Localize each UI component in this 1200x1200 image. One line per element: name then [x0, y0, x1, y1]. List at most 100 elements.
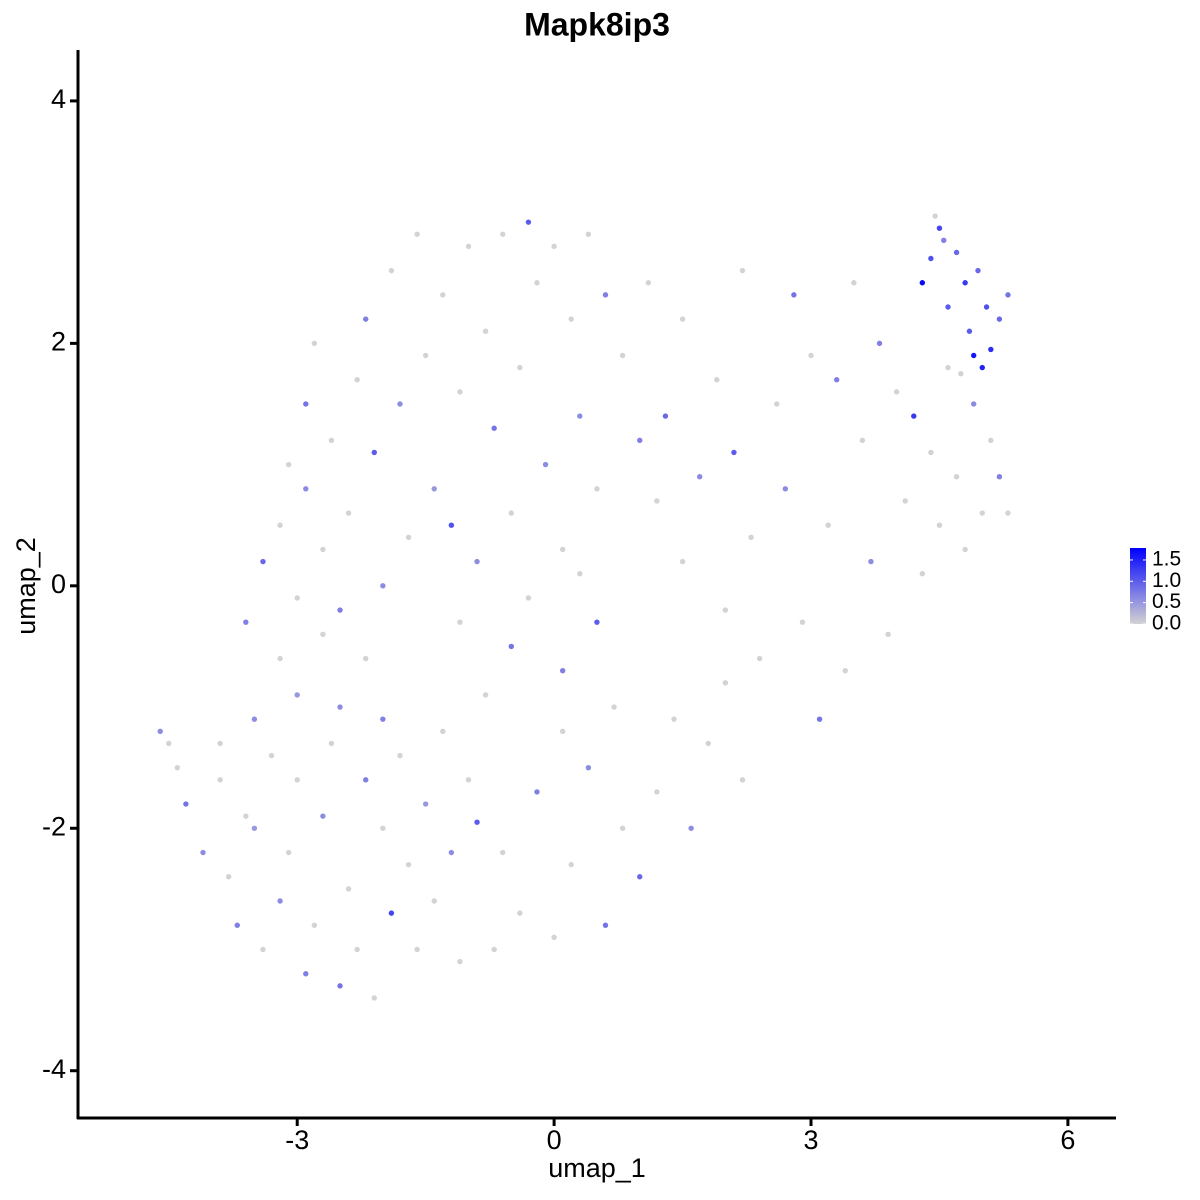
cell-point [500, 231, 506, 237]
colorbar-tick-label: 1.0 [1152, 569, 1181, 592]
cell-point [928, 449, 934, 456]
cell-point [619, 352, 626, 359]
cell-point [397, 752, 403, 759]
cell-point [551, 934, 557, 941]
cell-point [440, 728, 446, 734]
cell-point [851, 280, 857, 286]
cell-point [234, 922, 240, 928]
cell-point [371, 449, 377, 456]
cell-point [363, 655, 369, 662]
cell-point [568, 861, 574, 868]
cell-point [311, 340, 318, 347]
cell-point [988, 437, 994, 444]
cell-point [996, 474, 1003, 480]
cell-point [508, 643, 514, 650]
cell-point [465, 243, 472, 250]
cell-point [303, 401, 309, 407]
y-tick-label: -4 [42, 1054, 66, 1084]
cell-point [414, 946, 420, 953]
cell-point [345, 886, 352, 892]
cell-point [491, 425, 497, 431]
cell-point [157, 728, 163, 734]
cell-point [594, 619, 600, 625]
cell-point [457, 619, 463, 625]
cell-point [217, 740, 223, 747]
cell-point [577, 570, 583, 577]
cell-point [328, 740, 335, 747]
cell-point [919, 570, 926, 577]
cell-point [422, 801, 429, 807]
cell-point [979, 510, 985, 516]
cell-point [474, 819, 480, 825]
cell-point [975, 267, 981, 274]
cell-point [637, 437, 643, 444]
cell-point [251, 825, 258, 831]
cell-point [285, 849, 292, 856]
cell-point [953, 249, 960, 256]
cell-point [551, 243, 557, 250]
cell-point [457, 958, 463, 965]
cell-point [457, 389, 463, 395]
x-tick-label: 6 [1060, 1125, 1075, 1155]
cell-point [320, 813, 326, 819]
cell-point [517, 364, 523, 371]
cell-point [945, 304, 951, 310]
cell-point [756, 655, 763, 662]
cell-point [294, 692, 300, 698]
cell-point [363, 777, 369, 783]
cell-point [714, 377, 720, 383]
cell-point [983, 304, 990, 310]
cell-point [602, 292, 609, 298]
cell-point [722, 680, 729, 686]
cell-point [611, 704, 617, 710]
cell-point [971, 401, 977, 407]
cell-point [722, 607, 729, 613]
cell-point [517, 910, 523, 916]
cell-point [585, 231, 592, 237]
cell-point [380, 825, 386, 831]
colorbar-tick-label: 0.0 [1152, 612, 1181, 635]
cell-point [679, 316, 686, 322]
cell-point [748, 534, 754, 541]
cell-point [825, 522, 831, 528]
cell-point [791, 292, 797, 298]
cell-point [285, 461, 292, 468]
cell-point [679, 558, 686, 565]
cell-point [619, 825, 626, 831]
cell-point [799, 619, 806, 625]
cell-point [645, 280, 652, 286]
y-tick-label: 0 [51, 569, 66, 599]
cell-point [958, 370, 964, 377]
cell-point [268, 752, 275, 759]
cell-point [500, 849, 506, 856]
cell-point [962, 280, 968, 286]
cell-point [919, 280, 926, 286]
cell-point [928, 255, 934, 262]
cell-point [431, 486, 437, 492]
cell-point [482, 328, 489, 334]
cell-point [525, 219, 532, 225]
cell-point [448, 522, 455, 528]
cell-point [405, 861, 412, 868]
cell-point [671, 716, 677, 722]
cell-point [448, 849, 455, 856]
cell-point [363, 316, 369, 322]
cell-point [971, 352, 977, 359]
cell-point [534, 789, 540, 795]
cell-point [979, 364, 985, 371]
cell-point [962, 546, 968, 553]
cell-point [902, 498, 908, 504]
cell-point [474, 558, 480, 565]
cell-point [739, 777, 746, 783]
x-axis-label: umap_1 [548, 1153, 646, 1183]
cell-point [337, 607, 343, 613]
cell-point [320, 546, 326, 553]
cell-point [988, 346, 994, 353]
cell-point [174, 764, 181, 771]
cell-point [440, 292, 446, 298]
cell-point [996, 316, 1003, 322]
cell-point [876, 340, 883, 347]
x-tick-label: 3 [803, 1125, 818, 1155]
cell-point [525, 595, 532, 601]
cell-point [303, 971, 309, 977]
